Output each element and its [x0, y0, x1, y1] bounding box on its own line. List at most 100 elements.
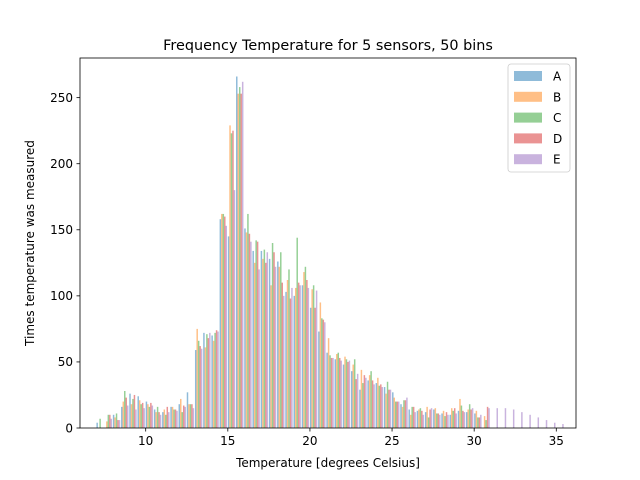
x-axis-ticks: 10 15 20 25 30 35	[138, 428, 564, 448]
bar-B-9	[171, 406, 174, 428]
bar-A-21	[268, 258, 271, 428]
bar-A-3	[121, 406, 123, 428]
bars-group	[96, 76, 564, 429]
bar-E-7	[159, 414, 162, 428]
bar-C-7	[156, 406, 159, 428]
bar-B-12	[196, 328, 198, 428]
bar-A-12	[194, 350, 197, 428]
bar-C-31	[353, 359, 356, 428]
bar-B-4	[130, 404, 133, 428]
bar-D-27	[322, 319, 325, 428]
bar-C-19	[255, 240, 257, 428]
bar-B-22	[278, 266, 281, 428]
y-tick-label: 200	[50, 157, 73, 171]
bar-B-30	[344, 356, 346, 428]
bar-D-22	[281, 282, 283, 428]
bar-B-31	[352, 364, 354, 428]
bar-E-54	[545, 420, 548, 428]
bar-B-35	[385, 393, 387, 428]
bar-C-24	[296, 237, 298, 428]
bar-E-5	[143, 408, 145, 428]
x-axis-label: Temperature [degrees Celsius]	[235, 456, 420, 470]
bar-C-17	[238, 87, 241, 428]
bar-C-35	[386, 381, 389, 428]
bar-E-56	[562, 424, 564, 428]
bar-A-32	[359, 389, 361, 428]
bar-A-30	[342, 364, 345, 428]
bar-E-48	[496, 408, 498, 428]
x-tick-label: 30	[467, 434, 482, 448]
bar-E-43	[455, 413, 457, 428]
bar-C-12	[197, 340, 200, 428]
bar-B-28	[327, 338, 330, 428]
bar-A-22	[277, 261, 279, 428]
bar-D-33	[371, 380, 374, 428]
bar-B-41	[434, 408, 437, 428]
bar-B-20	[262, 258, 264, 428]
bar-C-20	[263, 249, 266, 428]
bar-C-3	[124, 391, 126, 428]
bar-A-15	[219, 219, 222, 428]
bar-D-35	[388, 389, 390, 428]
bar-A-27	[318, 331, 320, 428]
bar-A-40	[424, 412, 427, 428]
bar-E-3	[126, 405, 129, 428]
x-tick-label: 10	[138, 434, 153, 448]
bar-E-15	[225, 225, 227, 428]
bar-C-11	[189, 404, 192, 428]
bar-D-46	[478, 417, 481, 428]
bar-A-4	[129, 393, 131, 428]
series-D-bars	[109, 93, 489, 429]
bar-C-46	[477, 417, 479, 428]
bar-D-23	[289, 298, 292, 428]
bar-D-45	[470, 409, 472, 428]
series-E-bars	[110, 81, 564, 428]
bar-B-14	[212, 340, 215, 428]
bar-A-31	[350, 371, 353, 428]
bar-E-47	[488, 408, 490, 428]
bar-C-14	[214, 332, 216, 428]
bar-C-39	[419, 408, 422, 428]
bar-B-46	[475, 410, 478, 428]
bar-D-21	[273, 252, 275, 428]
y-tick-label: 150	[50, 223, 73, 237]
bar-D-36	[396, 401, 398, 428]
bar-A-13	[203, 332, 205, 428]
bar-D-8	[166, 406, 169, 428]
bar-B-1	[106, 421, 108, 428]
bar-D-10	[182, 405, 185, 428]
legend-label-D: D	[553, 132, 562, 146]
legend-label-B: B	[553, 90, 561, 104]
legend-label-C: C	[553, 111, 561, 125]
x-tick-label: 25	[384, 434, 399, 448]
bar-B-8	[163, 409, 166, 428]
bar-D-44	[462, 410, 464, 428]
bar-E-16	[233, 190, 236, 428]
bar-E-13	[209, 332, 211, 428]
bar-B-5	[138, 400, 141, 428]
bar-E-36	[397, 401, 400, 428]
bar-D-37	[404, 400, 407, 428]
bar-D-18	[248, 233, 251, 428]
bar-A-16	[227, 236, 230, 428]
bar-D-13	[207, 338, 210, 428]
y-tick-label: 0	[65, 421, 73, 435]
bar-E-24	[299, 285, 301, 428]
bar-A-26	[309, 307, 312, 428]
bar-D-28	[330, 357, 333, 428]
bar-A-5	[137, 396, 139, 428]
bar-A-42	[441, 413, 443, 428]
bar-D-31	[355, 379, 357, 428]
bar-E-20	[266, 252, 269, 428]
bar-C-27	[321, 318, 323, 428]
y-tick-label: 100	[50, 289, 73, 303]
bar-E-55	[553, 422, 556, 428]
bar-A-18	[244, 228, 246, 428]
bar-D-24	[297, 282, 300, 428]
legend-label-E: E	[553, 153, 561, 167]
bar-D-7	[158, 412, 160, 428]
bar-B-40	[426, 406, 428, 428]
bar-D-40	[429, 409, 431, 428]
bar-E-31	[356, 373, 359, 428]
